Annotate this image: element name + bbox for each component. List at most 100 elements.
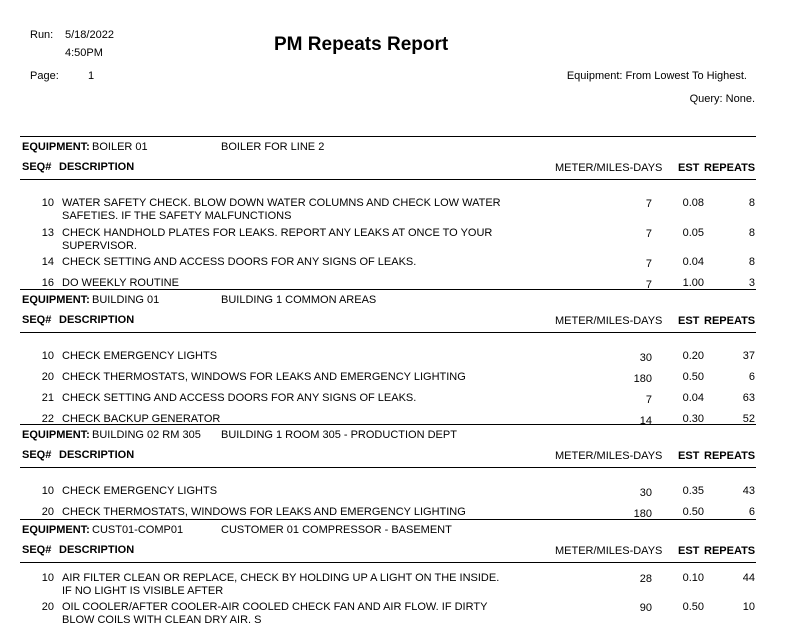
task-description: CHECK BACKUP GENERATOR [62,413,221,425]
task-description: CHECK THERMOSTATS, WINDOWS FOR LEAKS AND… [62,506,466,518]
est-value: 0.50 [682,506,704,518]
equipment-description: BUILDING 1 ROOM 305 - PRODUCTION DEPT [221,429,457,441]
seq-number: 10 [41,572,54,584]
description-header: DESCRIPTION [59,449,135,461]
repeats-header: REPEATS [704,450,756,462]
repeats-value: 63 [742,392,755,404]
seq-number: 10 [41,485,54,497]
task-description: CHECK EMERGENCY LIGHTS [62,485,218,497]
seq-number: 20 [41,601,54,613]
repeats-value: 8 [748,227,755,239]
repeats-header: REPEATS [704,545,756,557]
equipment-description: BOILER FOR LINE 2 [221,141,325,153]
est-header: EST [678,315,700,327]
repeats-value: 3 [748,277,755,289]
repeats-header: REPEATS [704,162,756,174]
run-label: Run: [30,29,54,41]
meter-value: 30 [639,487,652,499]
equipment-label: EQUIPMENT: [22,524,90,536]
seq-number: 21 [41,392,54,404]
equipment-label: EQUIPMENT: [22,294,90,306]
est-header: EST [678,545,700,557]
equipment-description: CUSTOMER 01 COMPRESSOR - BASEMENT [221,524,452,536]
meter-value: 180 [633,373,652,385]
repeats-value: 8 [748,197,755,209]
task-description: CHECK THERMOSTATS, WINDOWS FOR LEAKS AND… [62,371,466,383]
equipment-label: EQUIPMENT: [22,141,90,153]
est-value: 0.30 [682,413,704,425]
est-header: EST [678,162,700,174]
group-divider [20,519,756,520]
repeats-value: 8 [748,256,755,268]
repeats-value: 6 [748,506,755,518]
est-value: 0.04 [682,256,704,268]
repeats-value: 10 [742,601,755,613]
seq-number: 14 [41,256,54,268]
task-description: OIL COOLER/AFTER COOLER-AIR COOLED CHECK… [62,601,488,626]
est-value: 0.50 [682,371,704,383]
equipment-label: EQUIPMENT: [22,429,90,441]
est-value: 0.35 [682,485,704,497]
run-time: 4:50PM [65,47,103,59]
report-title: PM Repeats Report [274,34,449,55]
description-header: DESCRIPTION [59,544,135,556]
header-divider [20,332,756,333]
task-description: CHECK EMERGENCY LIGHTS [62,350,218,362]
group-divider [20,136,756,137]
seq-number: 20 [41,371,54,383]
equipment-order-note: Equipment: From Lowest To Highest. [566,70,747,82]
meter-value: 90 [639,602,652,614]
meter-header: METER/MILES-DAYS [555,162,663,174]
seq-header: SEQ# [22,449,52,461]
header-divider [20,179,756,180]
meter-value: 7 [645,258,652,270]
seq-number: 22 [41,413,54,425]
group-divider [20,424,756,425]
page-label: Page: [30,70,59,82]
equipment-id: BUILDING 01 [92,294,160,306]
task-description: CHECK HANDHOLD PLATES FOR LEAKS. REPORT … [62,227,493,252]
query-note: Query: None. [689,93,755,105]
seq-header: SEQ# [22,544,52,556]
meter-value: 7 [645,279,652,291]
equipment-id: BUILDING 02 RM 305 [92,429,201,441]
meter-value: 180 [633,508,652,520]
equipment-id: CUST01-COMP01 [92,524,184,536]
task-description: CHECK SETTING AND ACCESS DOORS FOR ANY S… [62,256,417,268]
meter-header: METER/MILES-DAYS [555,545,663,557]
seq-number: 20 [41,506,54,518]
seq-number: 13 [41,227,54,239]
est-value: 0.50 [682,601,704,613]
est-value: 1.00 [682,277,704,289]
seq-number: 10 [41,350,54,362]
meter-value: 28 [639,573,652,585]
task-description: CHECK SETTING AND ACCESS DOORS FOR ANY S… [62,392,417,404]
est-value: 0.08 [682,197,704,209]
repeats-value: 43 [742,485,755,497]
est-value: 0.04 [682,392,704,404]
header-divider [20,562,756,563]
meter-value: 7 [645,198,652,210]
run-date: 5/18/2022 [65,29,114,41]
seq-header: SEQ# [22,161,52,173]
repeats-value: 44 [742,572,755,584]
repeats-value: 37 [742,350,755,362]
meter-value: 14 [639,415,652,427]
repeats-value: 52 [742,413,755,425]
header-divider [20,467,756,468]
meter-value: 7 [645,394,652,406]
equipment-description: BUILDING 1 COMMON AREAS [221,294,377,306]
description-header: DESCRIPTION [59,314,135,326]
equipment-id: BOILER 01 [92,141,148,153]
est-value: 0.20 [682,350,704,362]
meter-value: 7 [645,228,652,240]
page-number: 1 [88,70,95,82]
meter-value: 30 [639,352,652,364]
repeats-header: REPEATS [704,315,756,327]
task-description: DO WEEKLY ROUTINE [62,277,179,289]
group-divider [20,289,756,290]
est-value: 0.10 [682,572,704,584]
repeats-value: 6 [748,371,755,383]
est-value: 0.05 [682,227,704,239]
meter-header: METER/MILES-DAYS [555,450,663,462]
